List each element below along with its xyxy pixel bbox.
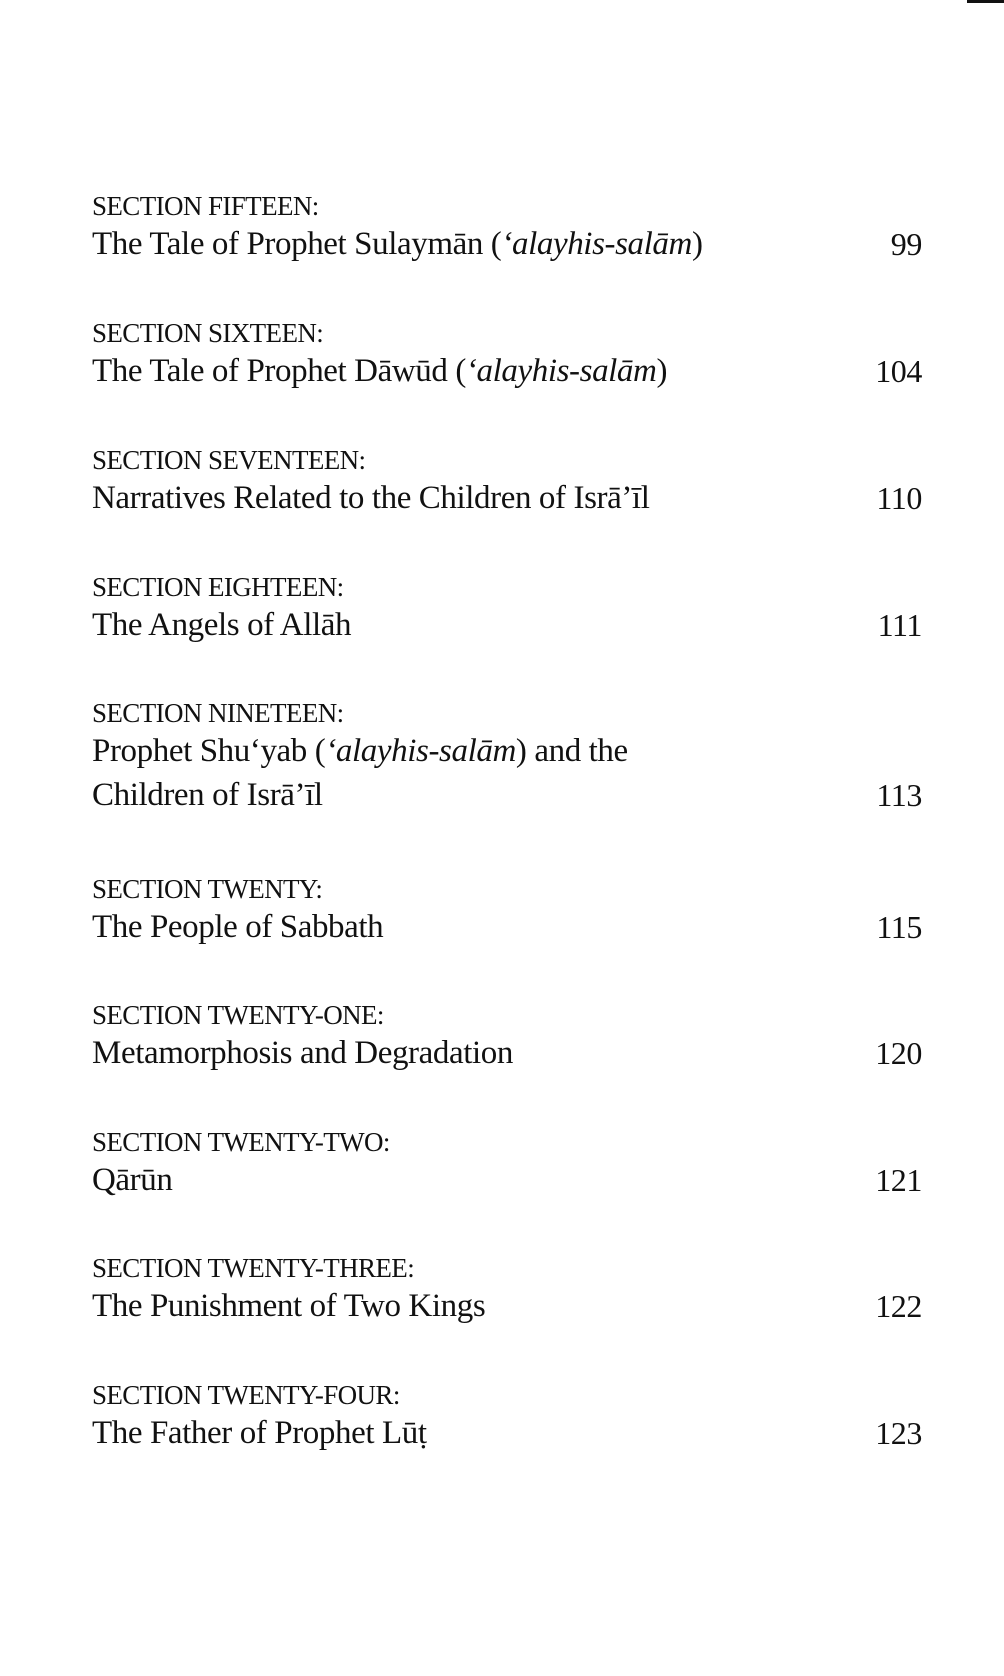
section-title: The Angels of Allāh 111 bbox=[92, 603, 922, 647]
page-number: 122 bbox=[875, 1288, 922, 1324]
section-heading: SECTION TWENTY-FOUR: bbox=[92, 1380, 400, 1410]
title-text: Metamorphosis and Degradation bbox=[92, 1035, 513, 1071]
title-line: The Tale of Prophet Dāwūd (‘alayhis-salā… bbox=[92, 349, 922, 393]
section-title: Prophet Shu‘yab (‘alayhis-salām) and the… bbox=[92, 729, 922, 817]
title-text: ) bbox=[656, 353, 668, 389]
section-heading: SECTION EIGHTEEN: bbox=[92, 572, 344, 602]
page-number: 99 bbox=[890, 226, 923, 262]
toc-entry[interactable]: SECTION TWENTY-FOUR: The Father of Prophe… bbox=[92, 1379, 922, 1455]
title-text: Qārūn bbox=[92, 1162, 173, 1198]
page-number: 121 bbox=[875, 1162, 922, 1198]
page-number: 115 bbox=[876, 909, 922, 945]
toc-entry[interactable]: SECTION SEVENTEEN: Narratives Related to … bbox=[92, 444, 922, 520]
section-title: Narratives Related to the Children of Is… bbox=[92, 476, 922, 520]
title-text: Children of Isrā’īl bbox=[92, 777, 323, 813]
toc-entry[interactable]: SECTION EIGHTEEN: The Angels of Allāh 111 bbox=[92, 571, 922, 647]
page-number: 111 bbox=[877, 607, 923, 643]
title-line: The Punishment of Two Kings bbox=[92, 1284, 922, 1328]
italic-honorific: ‘alayhis-salām bbox=[325, 733, 516, 769]
page-number: 123 bbox=[875, 1415, 922, 1451]
toc-entry[interactable]: SECTION TWENTY-THREE: The Punishment of T… bbox=[92, 1252, 922, 1328]
title-line: The Father of Prophet Lūṭ bbox=[92, 1411, 922, 1455]
toc-entry[interactable]: SECTION TWENTY-ONE: Metamorphosis and Deg… bbox=[92, 999, 922, 1075]
section-title: Metamorphosis and Degradation 120 bbox=[92, 1031, 922, 1075]
title-line: Qārūn bbox=[92, 1158, 922, 1202]
title-line: The People of Sabbath bbox=[92, 905, 922, 949]
title-text: The Father of Prophet Lūṭ bbox=[92, 1415, 427, 1451]
section-title: The Punishment of Two Kings 122 bbox=[92, 1284, 922, 1328]
section-title: The Father of Prophet Lūṭ 123 bbox=[92, 1411, 922, 1455]
title-text: The Angels of Allāh bbox=[92, 607, 352, 643]
page-edge-mark bbox=[967, 0, 1004, 3]
page-number: 120 bbox=[875, 1035, 922, 1071]
section-heading: SECTION FIFTEEN: bbox=[92, 191, 319, 221]
title-text: The Tale of Prophet Sulaymān ( bbox=[92, 226, 502, 262]
section-heading: SECTION TWENTY-ONE: bbox=[92, 1000, 384, 1030]
section-heading: SECTION NINETEEN: bbox=[92, 698, 344, 728]
title-text: The People of Sabbath bbox=[92, 909, 384, 945]
toc-entry[interactable]: SECTION SIXTEEN: The Tale of Prophet Dāwū… bbox=[92, 317, 922, 393]
section-title: Qārūn 121 bbox=[92, 1158, 922, 1202]
title-text: ) and the bbox=[515, 733, 628, 769]
toc-entry[interactable]: SECTION FIFTEEN: The Tale of Prophet Sula… bbox=[92, 190, 922, 266]
title-line: The Angels of Allāh bbox=[92, 603, 922, 647]
title-line: Narratives Related to the Children of Is… bbox=[92, 476, 922, 520]
title-text: Narratives Related to the Children of Is… bbox=[92, 480, 650, 516]
title-text: The Tale of Prophet Dāwūd ( bbox=[92, 353, 466, 389]
italic-honorific: ‘alayhis-salām bbox=[465, 353, 657, 389]
title-line: The Tale of Prophet Sulaymān (‘alayhis-s… bbox=[92, 222, 922, 266]
section-heading: SECTION TWENTY: bbox=[92, 874, 323, 904]
toc-entry[interactable]: SECTION TWENTY: The People of Sabbath 115 bbox=[92, 873, 922, 949]
section-title: The People of Sabbath 115 bbox=[92, 905, 922, 949]
title-line: Children of Isrā’īl bbox=[92, 773, 922, 817]
page-number: 113 bbox=[876, 777, 922, 813]
section-heading: SECTION TWENTY-THREE: bbox=[92, 1253, 415, 1283]
title-text: The Punishment of Two Kings bbox=[92, 1288, 486, 1324]
title-line: Prophet Shu‘yab (‘alayhis-salām) and the bbox=[92, 729, 922, 773]
section-title: The Tale of Prophet Sulaymān (‘alayhis-s… bbox=[92, 222, 922, 266]
toc-entry[interactable]: SECTION TWENTY-TWO: Qārūn 121 bbox=[92, 1126, 922, 1202]
page-number: 110 bbox=[876, 480, 922, 516]
title-text: ) bbox=[691, 226, 703, 262]
section-heading: SECTION TWENTY-TWO: bbox=[92, 1127, 390, 1157]
section-title: The Tale of Prophet Dāwūd (‘alayhis-salā… bbox=[92, 349, 922, 393]
toc-entry[interactable]: SECTION NINETEEN: Prophet Shu‘yab (‘alayh… bbox=[92, 697, 922, 817]
italic-honorific: ‘alayhis-salām bbox=[501, 226, 692, 262]
section-heading: SECTION SEVENTEEN: bbox=[92, 445, 366, 475]
title-line: Metamorphosis and Degradation bbox=[92, 1031, 922, 1075]
title-text: Prophet Shu‘yab ( bbox=[92, 733, 326, 769]
section-heading: SECTION SIXTEEN: bbox=[92, 318, 324, 348]
page-number: 104 bbox=[875, 353, 922, 389]
